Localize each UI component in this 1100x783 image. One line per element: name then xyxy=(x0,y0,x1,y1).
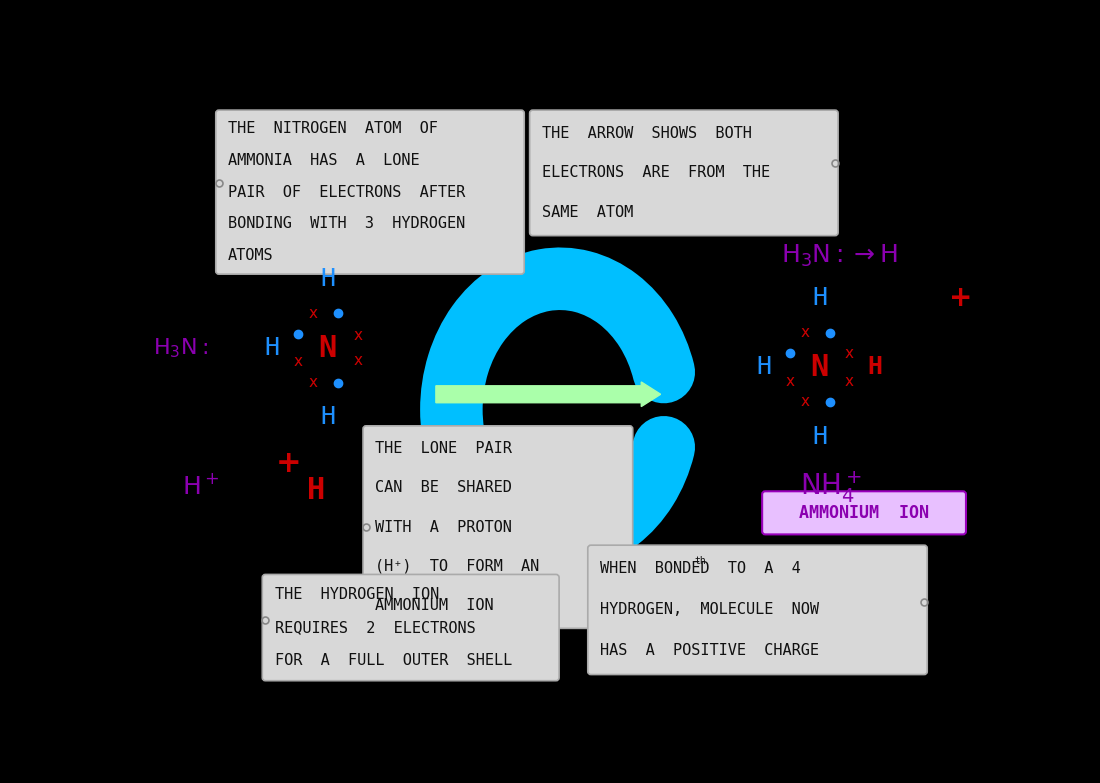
Text: H: H xyxy=(868,355,883,379)
FancyBboxPatch shape xyxy=(530,110,838,236)
Text: H: H xyxy=(307,476,324,505)
Text: +: + xyxy=(276,449,301,478)
Text: +: + xyxy=(949,284,972,312)
Text: x: x xyxy=(294,355,302,370)
Text: x: x xyxy=(309,375,318,390)
Text: HYDROGEN,  MOLECULE  NOW: HYDROGEN, MOLECULE NOW xyxy=(601,602,820,617)
Text: x: x xyxy=(785,373,794,388)
Text: FOR  A  FULL  OUTER  SHELL: FOR A FULL OUTER SHELL xyxy=(275,654,512,669)
FancyBboxPatch shape xyxy=(216,110,525,274)
Text: ATOMS: ATOMS xyxy=(228,247,274,263)
Text: BONDING  WITH  3  HYDROGEN: BONDING WITH 3 HYDROGEN xyxy=(228,216,465,231)
Text: REQUIRES  2  ELECTRONS: REQUIRES 2 ELECTRONS xyxy=(275,620,475,635)
FancyBboxPatch shape xyxy=(762,491,966,535)
Text: AMMONIUM  ION: AMMONIUM ION xyxy=(799,503,928,521)
Text: H: H xyxy=(812,286,827,310)
Text: $\mathsf{H_3N:}$: $\mathsf{H_3N:}$ xyxy=(153,336,208,360)
Text: x: x xyxy=(845,346,854,361)
Text: THE  LONE  PAIR: THE LONE PAIR xyxy=(375,441,513,456)
Text: x: x xyxy=(801,395,810,410)
Text: WITH  A  PROTON: WITH A PROTON xyxy=(375,520,513,535)
Text: $\mathsf{H^+}$: $\mathsf{H^+}$ xyxy=(183,474,220,499)
Text: (H⁺)  TO  FORM  AN: (H⁺) TO FORM AN xyxy=(375,559,540,574)
FancyBboxPatch shape xyxy=(587,545,927,674)
Text: H: H xyxy=(812,424,827,449)
Text: H: H xyxy=(320,406,334,429)
Text: H: H xyxy=(320,267,334,290)
Text: th: th xyxy=(694,556,706,566)
Text: x: x xyxy=(801,325,810,340)
Text: THE  NITROGEN  ATOM  OF: THE NITROGEN ATOM OF xyxy=(228,121,438,136)
Text: THE  HYDROGEN  ION: THE HYDROGEN ION xyxy=(275,586,439,601)
Text: N: N xyxy=(811,353,828,382)
FancyArrow shape xyxy=(436,382,661,406)
FancyBboxPatch shape xyxy=(363,426,632,628)
Text: WHEN  BONDED  TO  A  4: WHEN BONDED TO A 4 xyxy=(601,561,801,576)
Text: AMMONIA  HAS  A  LONE: AMMONIA HAS A LONE xyxy=(228,153,420,168)
FancyBboxPatch shape xyxy=(262,575,559,680)
Text: ELECTRONS  ARE  FROM  THE: ELECTRONS ARE FROM THE xyxy=(542,165,770,180)
Text: SAME  ATOM: SAME ATOM xyxy=(542,205,634,220)
Text: N: N xyxy=(318,334,337,363)
Text: AMMONIUM  ION: AMMONIUM ION xyxy=(375,598,494,613)
Text: $\mathsf{NH_4^+}$: $\mathsf{NH_4^+}$ xyxy=(800,469,862,504)
Text: H: H xyxy=(264,336,279,360)
Text: $\mathsf{H_3N: \rightarrow H}$: $\mathsf{H_3N: \rightarrow H}$ xyxy=(781,243,898,269)
Text: HAS  A  POSITIVE  CHARGE: HAS A POSITIVE CHARGE xyxy=(601,644,820,659)
Text: x: x xyxy=(354,328,363,343)
Text: x: x xyxy=(845,373,854,388)
Text: x: x xyxy=(309,306,318,321)
Text: PAIR  OF  ELECTRONS  AFTER: PAIR OF ELECTRONS AFTER xyxy=(228,185,465,200)
Text: CAN  BE  SHARED: CAN BE SHARED xyxy=(375,480,513,496)
Text: H: H xyxy=(756,355,771,379)
Text: x: x xyxy=(354,353,363,368)
Text: THE  ARROW  SHOWS  BOTH: THE ARROW SHOWS BOTH xyxy=(542,125,752,141)
